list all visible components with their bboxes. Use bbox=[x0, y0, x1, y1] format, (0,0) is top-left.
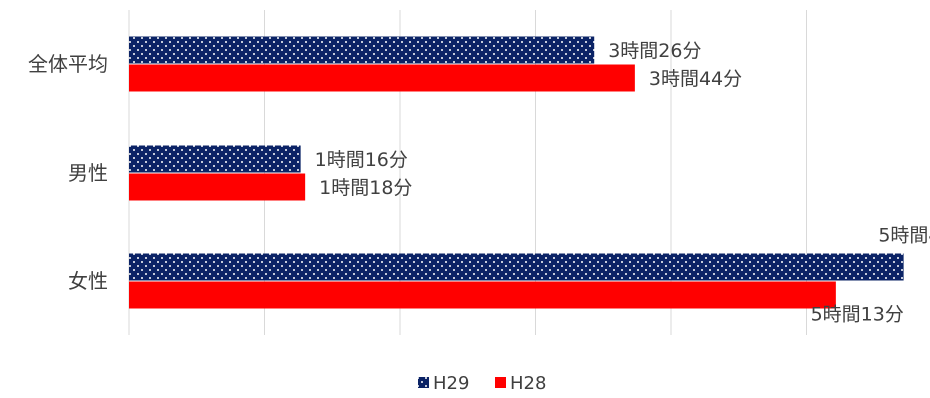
data-label-h28: 1時間18分 bbox=[319, 177, 412, 199]
bar-h29 bbox=[129, 253, 904, 281]
data-labels: 3時間26分 3時間44分 1時間16分 1時間18分 5時間43分 5時間13分 bbox=[315, 40, 930, 326]
data-label-h29: 5時間43分 bbox=[878, 225, 930, 247]
data-label-h29: 1時間16分 bbox=[315, 149, 408, 171]
bar-h28 bbox=[129, 281, 836, 309]
data-label-h29: 3時間26分 bbox=[608, 40, 701, 62]
bars bbox=[129, 36, 904, 309]
legend-swatch-h29 bbox=[418, 377, 429, 388]
category-label: 女性 bbox=[68, 269, 108, 293]
category-label: 男性 bbox=[68, 161, 108, 185]
gridlines bbox=[128, 10, 807, 335]
legend-swatch-h28 bbox=[495, 377, 506, 388]
data-label-h28: 5時間13分 bbox=[811, 304, 904, 326]
legend-label-h28: H28 bbox=[510, 373, 546, 394]
bar-h29 bbox=[129, 36, 595, 64]
data-label-h28: 3時間44分 bbox=[649, 68, 742, 90]
category-label: 全体平均 bbox=[28, 52, 108, 76]
legend-label-h29: H29 bbox=[433, 373, 469, 394]
bar-h28 bbox=[129, 173, 306, 201]
legend: H29 H28 bbox=[418, 373, 546, 394]
bar-h29 bbox=[129, 145, 301, 173]
bar-h28 bbox=[129, 64, 635, 92]
